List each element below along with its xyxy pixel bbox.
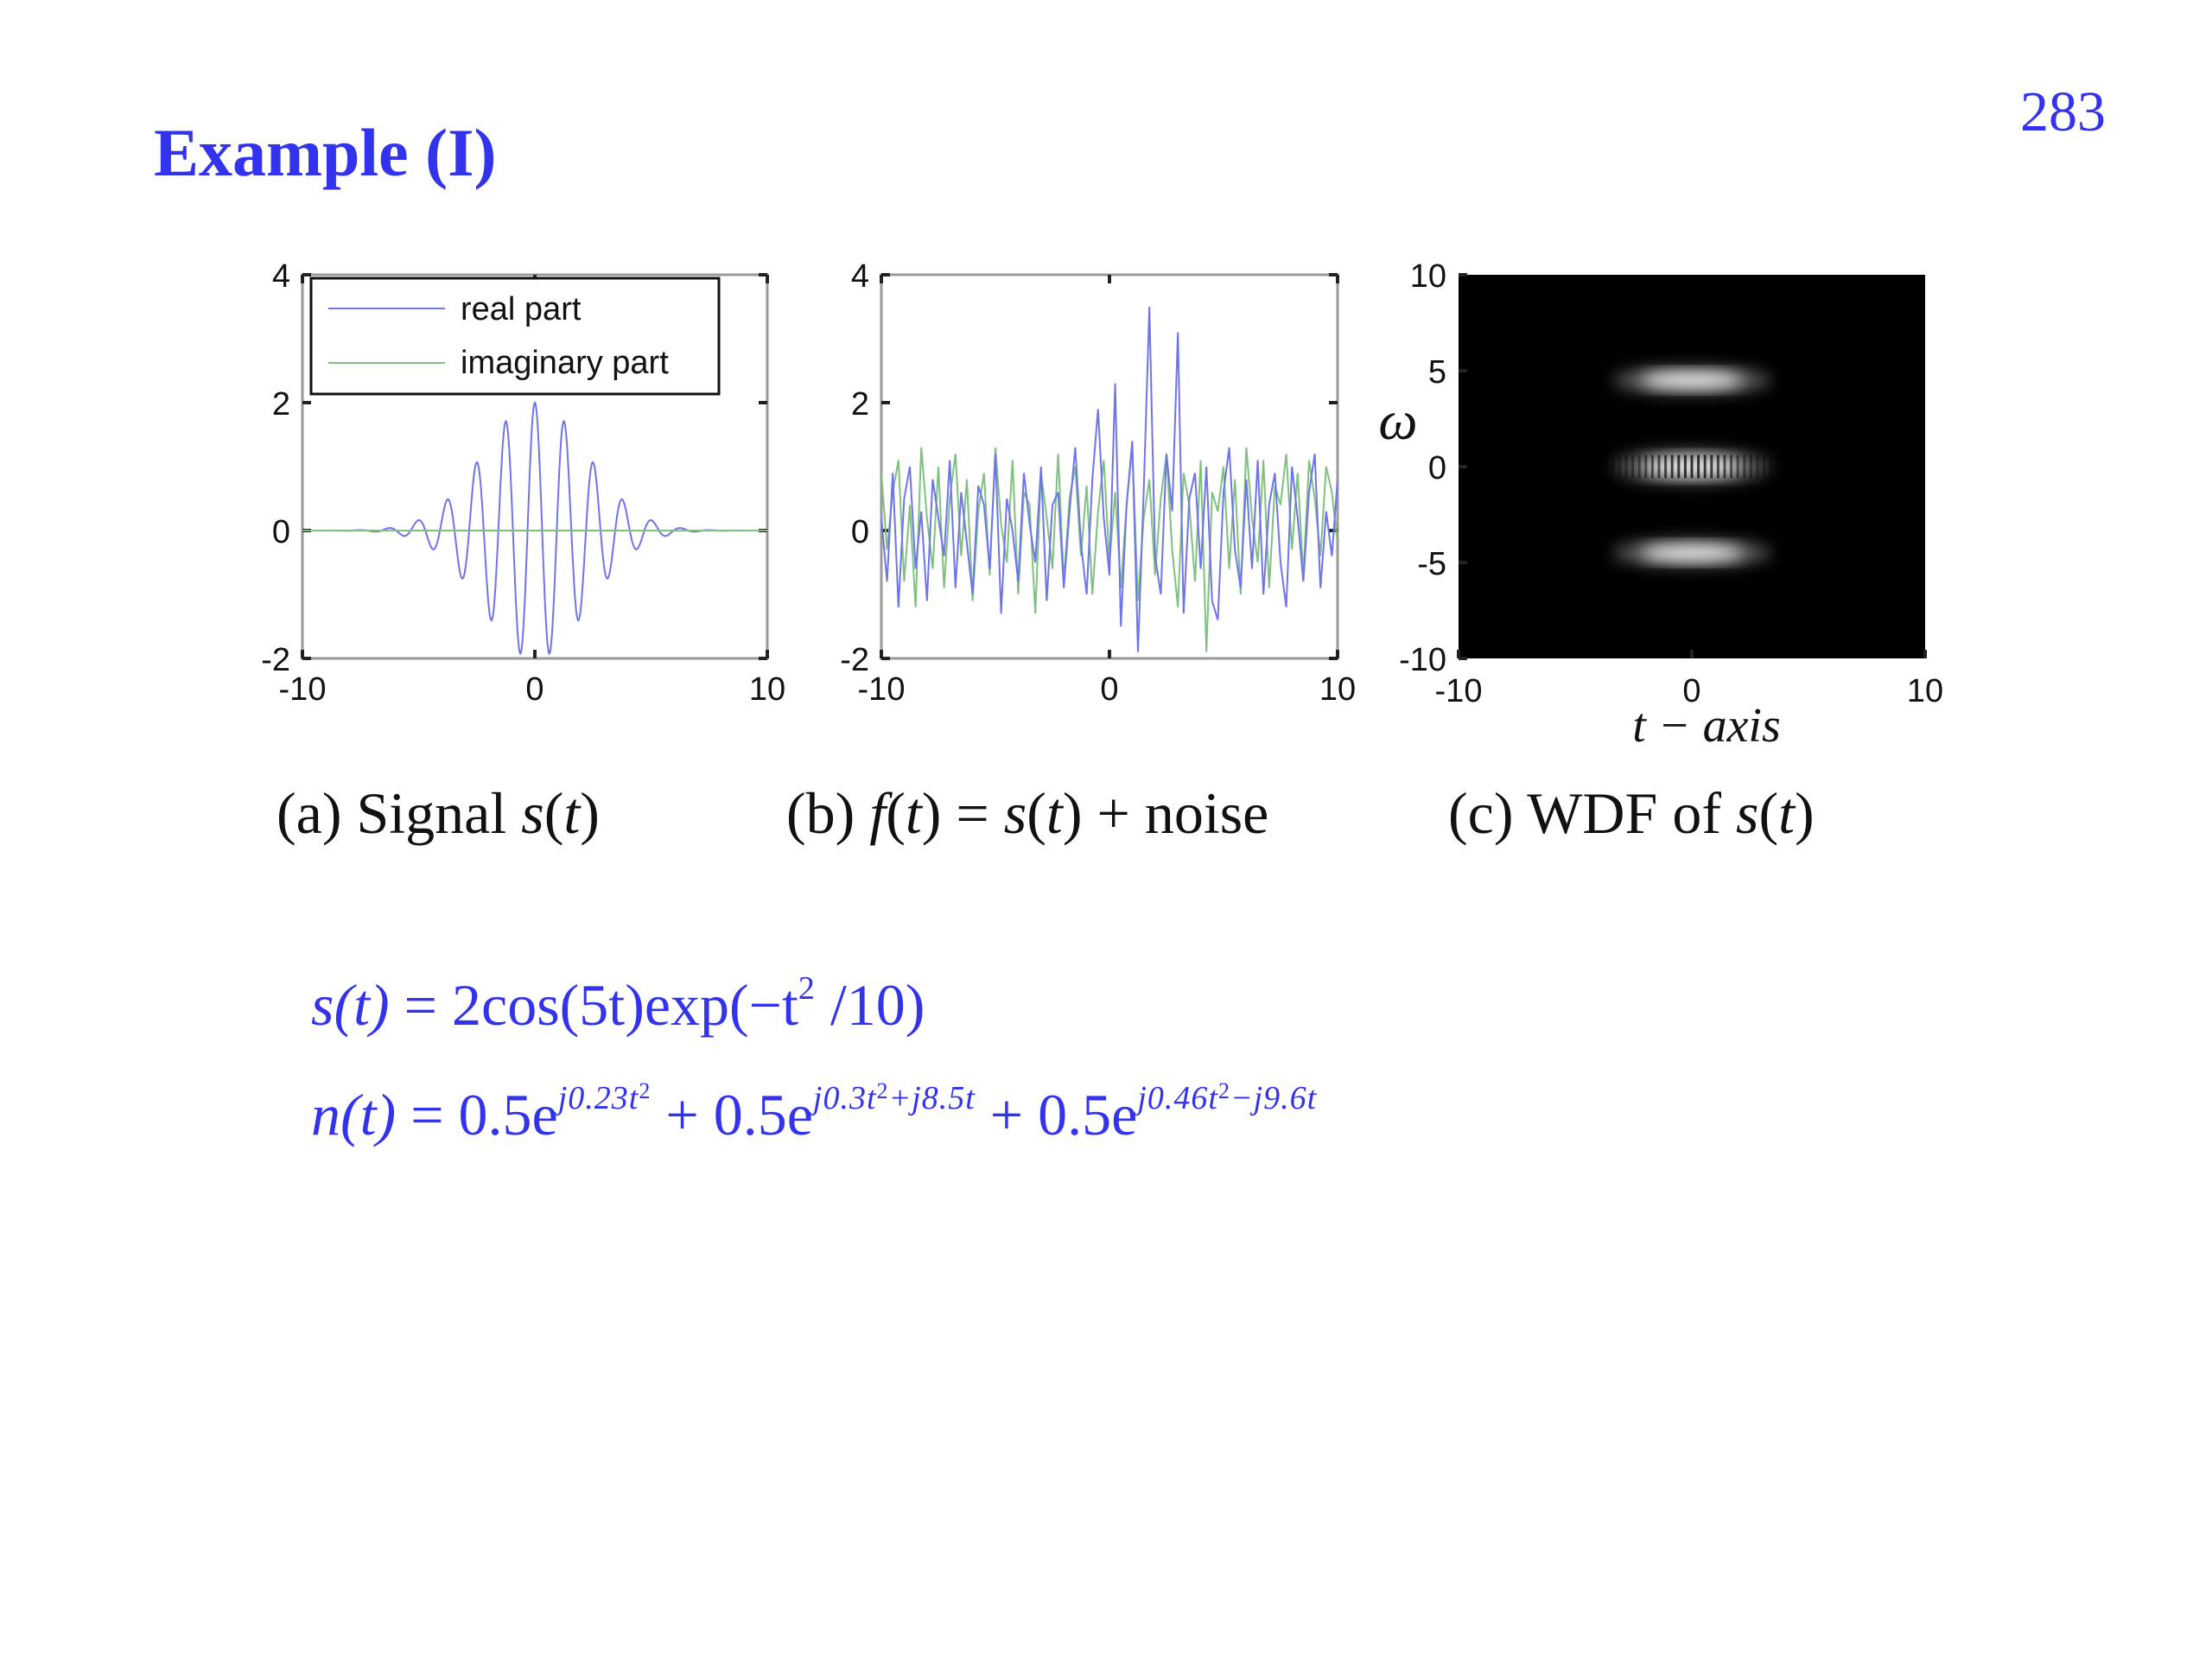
equation-n-term1-square: 2 <box>639 1078 652 1103</box>
series-real-part <box>302 401 767 656</box>
x-tick-label: -10 <box>279 671 327 708</box>
caption-c-prefix: (c) WDF of <box>1448 780 1736 846</box>
y-tick-label: 4 <box>272 258 290 295</box>
caption-b-fn2: s <box>1003 780 1027 846</box>
page-number: 283 <box>2020 80 2106 143</box>
equation-noise: n(t) = 0.5ej0.23t2 + 0.5ej0.3t2+j8.5t + … <box>311 1078 1317 1149</box>
equation-s-tail: /10) <box>815 972 925 1038</box>
caption-b-fn: f <box>869 780 887 846</box>
wdf-x-axis-label: t − axis <box>1632 699 1781 753</box>
equation-n-term2-exponent: j0.3t <box>812 1080 877 1116</box>
caption-b-arg2: t <box>1046 780 1063 846</box>
y-tick-label: -5 <box>1417 546 1446 582</box>
x-tick-label: 10 <box>749 671 785 708</box>
equation-n-term1-exponent: j0.23t <box>557 1080 639 1116</box>
wdf-component-2 <box>1605 449 1779 484</box>
equation-n-term3-square: 2 <box>1217 1078 1230 1103</box>
x-tick-label: 10 <box>1907 673 1943 709</box>
y-tick-label: 0 <box>272 514 290 550</box>
caption-a-arg: t <box>563 780 581 846</box>
slide-title: Example (I) <box>154 115 497 190</box>
caption-c-fn: s <box>1736 780 1759 846</box>
wdf-y-axis-label: ω <box>1378 390 1417 451</box>
caption-signal: (a) Signal s(t) <box>276 780 600 846</box>
wdf-component-3 <box>1612 538 1771 567</box>
x-tick-label: 0 <box>525 671 543 708</box>
equation-n-term1-coef: 0.5e <box>458 1082 558 1147</box>
legend-box <box>309 276 721 396</box>
y-tick-label: 5 <box>1428 354 1446 391</box>
x-tick-label: 10 <box>1319 671 1356 708</box>
wdf-component-1 <box>1612 366 1771 395</box>
equation-n-term3-coef: + 0.5e <box>975 1082 1138 1147</box>
series-noisy-real <box>881 306 1338 652</box>
caption-a-fn: s <box>521 780 544 846</box>
wdf-core <box>1640 544 1744 561</box>
equation-n-term3-exponent: j0.46t <box>1137 1080 1218 1116</box>
caption-wdf: (c) WDF of s(t) <box>1448 780 1815 846</box>
caption-b-arg: t <box>905 780 922 846</box>
equation-n-term2-square: 2 <box>876 1078 889 1103</box>
equation-n-lhs: n(t) <box>311 1082 397 1147</box>
x-tick-label: 0 <box>1100 671 1118 708</box>
equation-signal: s(t) = 2cos(5t)exp(−t2 /10) <box>311 969 925 1039</box>
y-tick-label: -2 <box>261 642 290 678</box>
chart-signal-legend: real part imaginary part <box>309 276 721 396</box>
caption-a-prefix: (a) Signal <box>276 780 522 846</box>
y-tick-label: 10 <box>1410 258 1446 295</box>
caption-noisy-signal: (b) f(t) = s(t) + noise <box>786 780 1269 846</box>
equation-n-term2-coef: + 0.5e <box>651 1082 813 1147</box>
wdf-core <box>1640 372 1744 389</box>
y-tick-label: 4 <box>851 258 869 295</box>
legend-label-real: real part <box>461 291 582 327</box>
y-tick-label: 2 <box>851 386 869 423</box>
x-tick-label: -10 <box>1435 673 1483 709</box>
y-tick-label: 0 <box>1428 450 1446 486</box>
chart-wdf-axes: -10 0 10 -10 -5 0 5 10 t − axis ω <box>1378 258 1943 753</box>
chart-signal-axes: -10 0 10 -2 0 2 4 <box>261 258 785 708</box>
y-tick-label: -2 <box>840 642 869 678</box>
x-tick-label: -10 <box>858 671 906 708</box>
equation-n-term2-linear: +j8.5t <box>888 1080 976 1116</box>
y-tick-label: 0 <box>851 514 869 550</box>
x-tick-label: 0 <box>1682 673 1700 709</box>
y-tick-label: 2 <box>272 386 290 423</box>
equation-n-eq: = <box>396 1082 459 1147</box>
caption-b-prefix: (b) <box>786 780 870 846</box>
equation-s-power: 2 <box>798 970 816 1007</box>
caption-b-mid: = <box>941 780 1004 846</box>
chart-noisy-axes: -10 0 10 -2 0 2 4 <box>840 258 1356 708</box>
legend-label-imaginary: imaginary part <box>461 345 669 381</box>
caption-b-suffix: + noise <box>1082 780 1269 846</box>
equation-s-lhs: s(t) <box>311 972 390 1038</box>
caption-c-arg: t <box>1778 780 1796 846</box>
equation-n-term3-linear: −j9.6t <box>1230 1080 1318 1116</box>
y-tick-label: -10 <box>1399 642 1446 678</box>
equation-s-rhs: = 2cos(5t)exp(−t <box>389 972 798 1038</box>
